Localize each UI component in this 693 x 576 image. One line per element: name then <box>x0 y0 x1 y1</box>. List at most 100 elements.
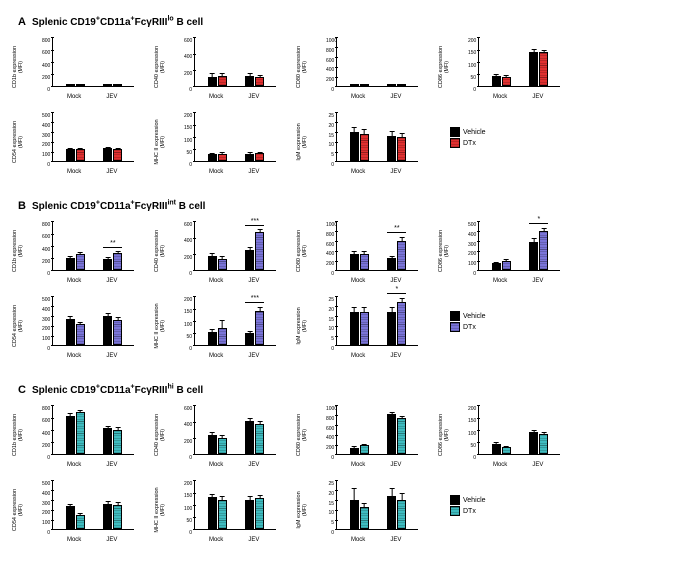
bar-dtx <box>76 515 85 529</box>
x-tick-label: Mock <box>485 94 515 100</box>
chart-row: CD54 expression(MFI)0100200300400500Mock… <box>18 109 675 180</box>
y-tick-label: 200 <box>184 481 192 487</box>
y-tick-label: 25 <box>326 481 334 487</box>
legend: VehicleDTx <box>450 127 486 149</box>
bar-vehicle <box>529 432 538 454</box>
bar-dtx <box>255 311 264 345</box>
bar-dtx <box>255 77 264 86</box>
bar-vehicle <box>492 76 501 86</box>
y-tick-label: 100 <box>184 322 192 328</box>
legend-item: DTx <box>450 506 486 516</box>
bar-vehicle <box>350 254 359 270</box>
bar-dtx <box>255 153 264 161</box>
y-tick-label: 400 <box>184 238 192 244</box>
bar-dtx <box>76 412 85 454</box>
y-tick-label: 600 <box>184 222 192 228</box>
x-tick-label: Mock <box>59 278 89 284</box>
bar-vehicle <box>208 435 217 454</box>
y-tick-label: 800 <box>326 416 334 422</box>
bar-dtx <box>113 430 122 455</box>
bar-vehicle <box>350 448 359 454</box>
y-tick-label: 100 <box>468 261 476 267</box>
mini-bar-chart: CD54 expression(MFI)0100200300400500Mock… <box>18 477 138 542</box>
plot-area <box>52 38 134 87</box>
y-axis-label: CD54 expression(MFI) <box>12 301 24 351</box>
chart-row: CD1b expression(MFI)0200400600800MockJEV… <box>18 34 675 105</box>
panel-title: Splenic CD19+CD11a+FcγRIIIhi B cell <box>32 385 203 396</box>
y-tick-label: 150 <box>184 125 192 131</box>
y-tick-label: 0 <box>42 530 50 536</box>
panel-title: Splenic CD19+CD11a+FcγRIIIint B cell <box>32 201 206 212</box>
y-axis-label: MHC II expression(MFI) <box>154 117 166 167</box>
bar-dtx <box>218 500 227 529</box>
mini-bar-chart: CD86 expression(MFI)050100150200MockJEV <box>444 402 564 467</box>
mini-bar-chart: CD1b expression(MFI)0200400600800MockJEV <box>18 402 138 467</box>
plot-area: ** <box>336 222 418 271</box>
significance-marker: * <box>387 286 407 293</box>
bar-vehicle <box>245 76 254 86</box>
bar-vehicle <box>387 496 396 529</box>
y-tick-label: 200 <box>42 510 50 516</box>
y-tick-label: 1000 <box>326 406 334 412</box>
x-tick-label: JEV <box>381 278 411 284</box>
bar-dtx <box>502 77 511 86</box>
bar-dtx <box>397 302 406 345</box>
y-axis-label: IgM expression(MFI) <box>296 485 308 535</box>
x-tick-label: JEV <box>239 537 269 543</box>
bar-vehicle <box>66 258 75 270</box>
bar-dtx <box>113 253 122 270</box>
legend-label: DTx <box>463 508 476 515</box>
y-tick-label: 15 <box>326 133 334 139</box>
x-tick-label: JEV <box>381 462 411 468</box>
y-tick-label: 0 <box>326 162 334 168</box>
y-tick-label: 100 <box>184 506 192 512</box>
legend-label: Vehicle <box>463 313 486 320</box>
x-tick-label: Mock <box>201 278 231 284</box>
y-tick-label: 150 <box>468 418 476 424</box>
legend-item: DTx <box>450 138 486 148</box>
bar-dtx <box>360 254 369 270</box>
y-tick-label: 0 <box>326 530 334 536</box>
y-tick-label: 0 <box>42 455 50 461</box>
mini-bar-chart: CD40 expression(MFI)0200400600***MockJEV <box>160 218 280 283</box>
legend-label: DTx <box>463 324 476 331</box>
significance-marker: ** <box>387 225 407 232</box>
y-tick-label: 0 <box>468 455 476 461</box>
mini-bar-chart: MHC II expression(MFI)050100150200***Moc… <box>160 293 280 358</box>
x-tick-label: JEV <box>381 537 411 543</box>
plot-area <box>194 38 276 87</box>
y-tick-label: 800 <box>42 406 50 412</box>
y-axis-label: CD1b expression(MFI) <box>12 410 24 460</box>
bar-vehicle <box>208 332 217 345</box>
y-tick-label: 400 <box>326 67 334 73</box>
y-tick-label: 800 <box>42 222 50 228</box>
y-axis-label: CD80 expression(MFI) <box>296 226 308 276</box>
bar-vehicle <box>492 263 501 270</box>
bar-vehicle <box>387 258 396 270</box>
bar-vehicle <box>208 256 217 270</box>
bar-vehicle <box>66 319 75 345</box>
bar-dtx <box>255 232 264 270</box>
y-tick-label: 500 <box>42 113 50 119</box>
plot-area <box>194 113 276 162</box>
chart-row: CD1b expression(MFI)0200400600800**MockJ… <box>18 218 675 289</box>
mini-bar-chart: CD80 expression(MFI)02004006008001000**M… <box>302 218 422 283</box>
y-axis-label: CD86 expression(MFI) <box>438 42 450 92</box>
bar-vehicle <box>208 77 217 86</box>
y-tick-label: 400 <box>42 307 50 313</box>
y-axis-label: CD86 expression(MFI) <box>438 226 450 276</box>
y-tick-label: 500 <box>42 481 50 487</box>
chart-row: CD1b expression(MFI)0200400600800MockJEV… <box>18 402 675 473</box>
mini-bar-chart: IgM expression(MFI)0510152025*MockJEV <box>302 293 422 358</box>
bar-vehicle <box>529 242 538 270</box>
mini-bar-chart: CD80 expression(MFI)02004006008001000Moc… <box>302 402 422 467</box>
mini-bar-chart: MHC II expression(MFI)050100150200MockJE… <box>160 477 280 542</box>
bar-dtx <box>218 438 227 454</box>
x-tick-label: JEV <box>97 353 127 359</box>
plot-area <box>336 481 418 530</box>
bar-vehicle <box>103 259 112 270</box>
bar-dtx <box>76 149 85 161</box>
panel-C: CSplenic CD19+CD11a+FcγRIIIhi B cellCD1b… <box>18 380 675 548</box>
bar-vehicle <box>387 136 396 161</box>
y-tick-label: 150 <box>184 493 192 499</box>
